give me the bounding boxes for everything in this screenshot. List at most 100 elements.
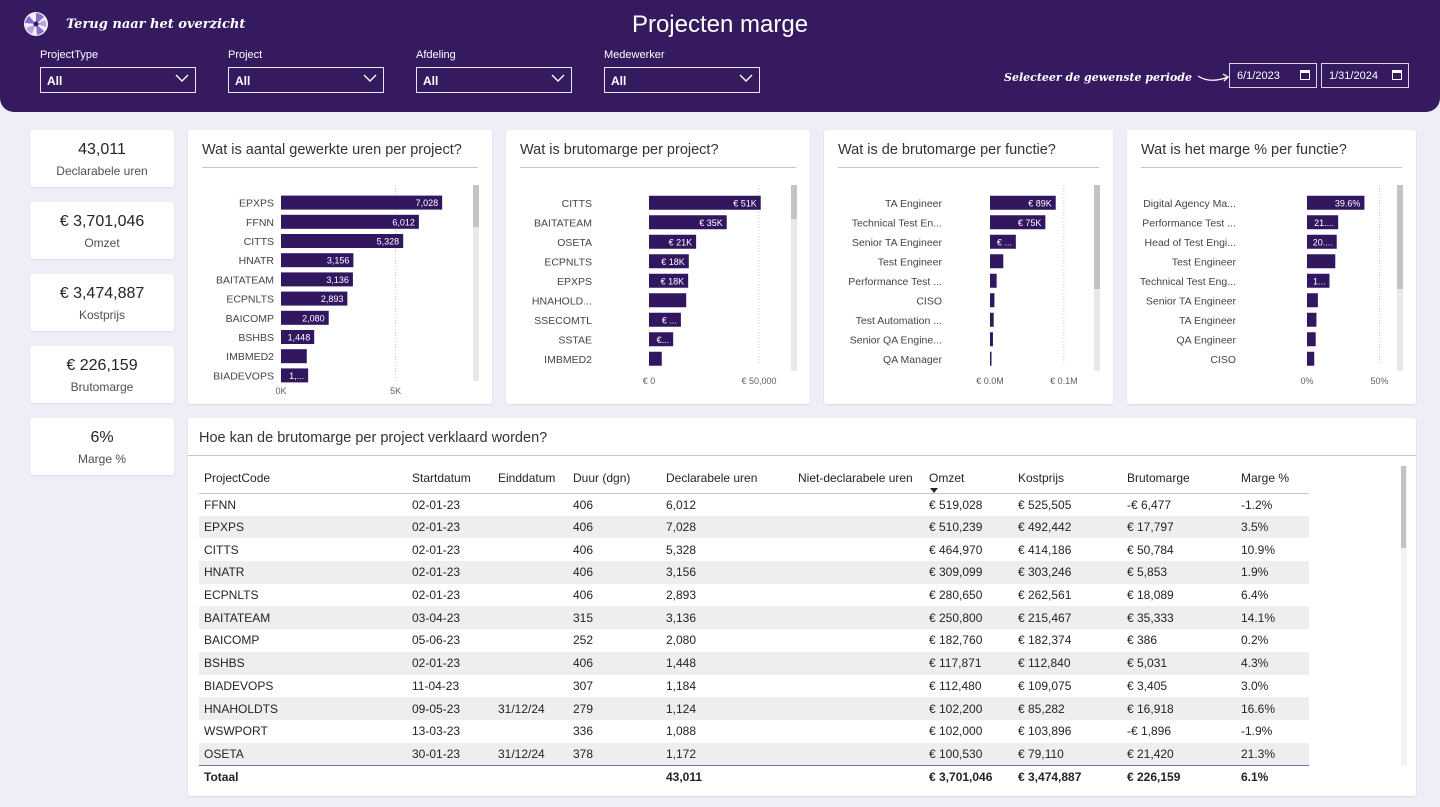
bar[interactable] xyxy=(990,195,1056,210)
bar[interactable] xyxy=(990,293,995,308)
table-row[interactable]: OSETA 30-01-23 31/12/24 378 1,172 € 100,530 € … xyxy=(199,742,1309,766)
project-dropdown[interactable]: All xyxy=(228,67,384,93)
bar[interactable] xyxy=(990,254,1004,269)
bar[interactable] xyxy=(1307,351,1315,366)
category-label: Performance Test ... xyxy=(848,276,942,288)
bar[interactable] xyxy=(649,293,687,308)
bar-chart-brutomarge-functie[interactable]: € 0.0M € 0.1M TA Engineer € 89K Technical Te… xyxy=(824,130,1113,404)
scrollbar-thumb[interactable] xyxy=(1094,185,1100,289)
divider xyxy=(202,167,478,168)
column-header[interactable]: Marge % xyxy=(1236,464,1309,494)
total-cell: 43,011 xyxy=(661,764,793,788)
kpi-kostprijs: € 3,474,887 Kostprijs xyxy=(30,274,174,331)
bar[interactable] xyxy=(281,368,309,383)
column-header[interactable]: Declarabele uren xyxy=(661,464,793,494)
scrollbar-thumb[interactable] xyxy=(1397,185,1403,289)
bar-chart-marge-functie[interactable]: 0% 50% Digital Agency Ma... 39.6% Performanc… xyxy=(1127,130,1416,404)
bar[interactable] xyxy=(990,215,1046,230)
bar[interactable] xyxy=(649,312,681,327)
scrollbar-thumb[interactable] xyxy=(473,185,479,227)
bar[interactable] xyxy=(281,349,307,364)
table-row[interactable]: CITTS 02-01-23 406 5,328 € 464,970 € 414,186 €… xyxy=(199,538,1309,561)
bar-chart-uren[interactable]: 0K 5K EPXPS 7,028 FFNN 6,012 CITTS 5,328 HNATR 3,… xyxy=(188,130,492,404)
column-header[interactable]: Startdatum xyxy=(407,464,493,494)
bar[interactable] xyxy=(281,330,315,344)
table-cell: € 112,480 xyxy=(929,678,982,693)
bar[interactable] xyxy=(1307,215,1339,230)
bar[interactable] xyxy=(990,312,994,327)
bar[interactable] xyxy=(649,273,689,288)
bar[interactable] xyxy=(1307,293,1318,308)
table-row[interactable]: BAICOMP 05-06-23 252 2,080 € 182,760 € 182,37… xyxy=(199,629,1309,652)
bar[interactable] xyxy=(1307,254,1336,269)
table-cell xyxy=(793,675,924,698)
chart-scrollbar[interactable] xyxy=(791,185,797,371)
scrollbar-thumb[interactable] xyxy=(791,185,797,219)
bar-chart-brutomarge-project[interactable]: € 0 € 50,000 CITTS € 51K BAITATEAM € 35K OSETA… xyxy=(506,130,810,404)
table-cell: 307 xyxy=(573,678,594,693)
bar[interactable] xyxy=(649,254,689,269)
bar[interactable] xyxy=(1307,195,1365,210)
table-cell: -1.9% xyxy=(1241,724,1273,739)
chart-scrollbar[interactable] xyxy=(1397,185,1403,371)
table-row[interactable]: BIADEVOPS 11-04-23 307 1,184 € 112,480 € 109,… xyxy=(199,675,1309,698)
table-cell xyxy=(793,515,924,539)
table-cell: 02-01-23 xyxy=(407,651,493,675)
start-date-picker[interactable]: 6/1/2023 xyxy=(1229,63,1317,88)
bar[interactable] xyxy=(281,310,329,325)
table-scrollbar[interactable] xyxy=(1401,466,1407,766)
column-header[interactable]: Kostprijs xyxy=(1013,464,1122,494)
bar[interactable] xyxy=(649,234,697,249)
bar[interactable] xyxy=(990,332,993,347)
table-row[interactable]: EPXPS 02-01-23 406 7,028 € 510,239 € 492,442 €… xyxy=(199,515,1309,539)
chart-scrollbar[interactable] xyxy=(473,185,479,381)
bar[interactable] xyxy=(281,272,353,287)
bar[interactable] xyxy=(649,332,674,347)
bar[interactable] xyxy=(281,214,419,229)
bar[interactable] xyxy=(990,351,992,366)
table-row[interactable]: HNAHOLDTS 09-05-23 31/12/24 279 1,124 € 102,2… xyxy=(199,697,1309,720)
data-label: € 35K xyxy=(699,218,723,228)
column-header[interactable]: Einddatum xyxy=(493,464,568,494)
column-header[interactable]: Brutomarge xyxy=(1122,464,1236,494)
bar[interactable] xyxy=(649,351,662,366)
bar[interactable] xyxy=(990,234,1016,249)
bar[interactable] xyxy=(1307,332,1316,347)
table-cell: € 3,405 xyxy=(1127,678,1168,693)
bar[interactable] xyxy=(649,195,761,210)
table-row[interactable]: WSWPORT 13-03-23 336 1,088 € 102,000 € 103,89… xyxy=(199,720,1309,743)
projecttype-dropdown[interactable]: All xyxy=(40,67,196,93)
bar[interactable] xyxy=(281,253,354,268)
category-label: BSHBS xyxy=(238,332,274,344)
afdeling-dropdown[interactable]: All xyxy=(416,67,572,93)
bar[interactable] xyxy=(281,195,443,210)
category-label: CITTS xyxy=(244,236,274,248)
chart-scrollbar[interactable] xyxy=(1094,185,1100,371)
scrollbar-thumb[interactable] xyxy=(1401,466,1406,548)
table-cell: € 35,333 xyxy=(1122,606,1236,630)
bar[interactable] xyxy=(1307,312,1317,327)
column-header[interactable]: Niet-declarabele uren xyxy=(793,464,924,494)
end-date-picker[interactable]: 1/31/2024 xyxy=(1321,63,1409,88)
table-row[interactable]: BAITATEAM 03-04-23 315 3,136 € 250,800 € 215,… xyxy=(199,606,1309,630)
bar[interactable] xyxy=(1307,273,1330,288)
column-header[interactable]: Duur (dgn) xyxy=(568,464,661,494)
bar[interactable] xyxy=(649,215,727,230)
table-cell xyxy=(793,538,924,561)
back-to-overview-link[interactable]: Terug naar het overzicht xyxy=(24,12,245,36)
bar[interactable] xyxy=(990,273,997,288)
column-header[interactable]: ProjectCode xyxy=(199,464,407,494)
table-cell: € 309,099 xyxy=(924,561,1013,584)
table-cell: ECPNLTS xyxy=(204,588,259,603)
table-row[interactable]: ECPNLTS 02-01-23 406 2,893 € 280,650 € 262,56… xyxy=(199,584,1309,607)
table-row[interactable]: HNATR 02-01-23 406 3,156 € 309,099 € 303,246 €… xyxy=(199,561,1309,584)
bar[interactable] xyxy=(281,291,348,306)
medewerker-dropdown[interactable]: All xyxy=(604,67,760,93)
table-brutomarge-verklaring: Hoe kan de brutomarge per project verkla… xyxy=(188,418,1416,796)
bar[interactable] xyxy=(281,234,404,248)
bar[interactable] xyxy=(1307,234,1337,249)
column-header[interactable]: Omzet xyxy=(924,464,1013,494)
table-row[interactable]: BSHBS 02-01-23 406 1,448 € 117,871 € 112,840 €… xyxy=(199,651,1309,675)
table-row[interactable]: FFNN 02-01-23 406 6,012 € 519,028 € 525,505 -€… xyxy=(199,493,1309,516)
table-cell: 30-01-23 xyxy=(407,742,493,766)
